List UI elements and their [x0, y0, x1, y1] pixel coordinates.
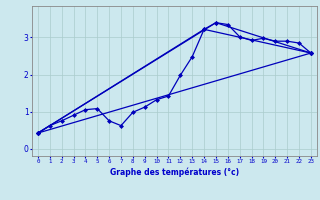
X-axis label: Graphe des températures (°c): Graphe des températures (°c) [110, 167, 239, 177]
